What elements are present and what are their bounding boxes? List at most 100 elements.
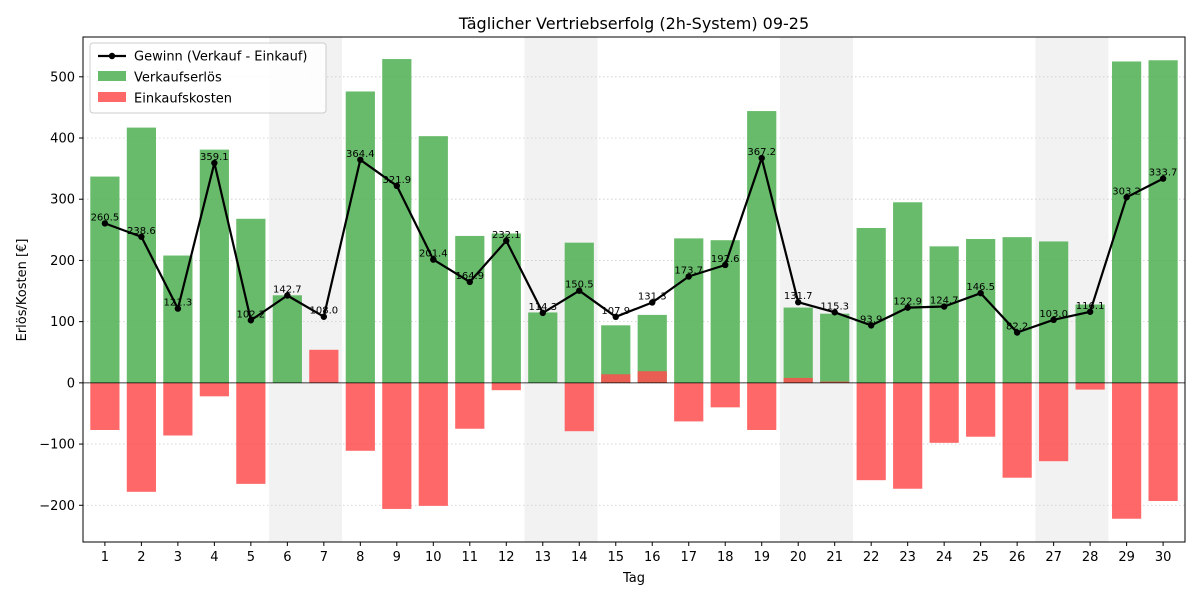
- cost-bar-7: [309, 349, 339, 383]
- profit-point-15: [612, 313, 619, 321]
- revenue-bar-25: [966, 239, 996, 383]
- profit-line: [101, 154, 1167, 336]
- profit-label-17: 173.7: [674, 266, 703, 277]
- legend-marker-profit: [108, 52, 116, 60]
- legend-label-revenue: Verkaufserlös: [134, 71, 222, 86]
- profit-point-24: [940, 303, 948, 310]
- cost-bar-26: [1002, 382, 1032, 478]
- cost-bar-1: [90, 382, 120, 430]
- cost-bar-15: [601, 374, 631, 383]
- profit-label-14: 150.5: [565, 280, 594, 291]
- revenue-bar-6: [272, 295, 302, 383]
- cost-bar-8: [345, 382, 375, 451]
- cost-bar-23: [893, 382, 923, 489]
- revenue-bar-11: [455, 235, 485, 383]
- profit-label-29: 303.2: [1112, 186, 1141, 197]
- profit-label-23: 122.9: [893, 297, 922, 308]
- legend: Gewinn (Verkauf - Einkauf) Verkaufserlös E…: [89, 42, 327, 114]
- revenue-bar-28: [1075, 304, 1105, 383]
- cost-bar-21: [820, 381, 850, 383]
- cost-bar-19: [747, 382, 777, 430]
- revenue-bar-4: [199, 149, 229, 383]
- revenue-bar-13: [528, 312, 558, 383]
- x-tick-label-26: 26: [1009, 550, 1026, 565]
- x-tick-label-3: 3: [174, 550, 182, 565]
- profit-point-1: [101, 220, 109, 227]
- y-axis-title: Erlös/Kosten [€]: [15, 239, 30, 342]
- weekend-band-21: [816, 37, 853, 542]
- profit-label-6: 142.7: [273, 284, 302, 295]
- profit-label-1: 260.5: [91, 212, 120, 223]
- weekend-band-20: [779, 37, 817, 542]
- profit-point-2: [138, 233, 145, 240]
- profit-label-27: 103.0: [1039, 309, 1068, 320]
- x-tick-label-20: 20: [790, 550, 807, 565]
- profit-label-28: 116.1: [1076, 301, 1105, 312]
- x-tick-label-27: 27: [1045, 550, 1062, 565]
- profit-label-26: 82.2: [1006, 322, 1028, 333]
- cost-bar-22: [856, 382, 886, 481]
- profit-point-22: [867, 322, 875, 329]
- cost-bar-17: [674, 382, 704, 422]
- x-axis-title: Tag: [622, 571, 645, 586]
- profit-label-18: 192.6: [711, 254, 740, 265]
- cost-bar-9: [382, 382, 412, 509]
- cost-bar-11: [455, 382, 485, 429]
- profit-point-30: [1159, 175, 1167, 182]
- cost-bar-25: [966, 382, 996, 437]
- cost-bar-30: [1148, 382, 1178, 501]
- data-labels: 260.5 238.6 121.3 359.1 102.2 142.7 108.0 364.4…: [91, 147, 1178, 332]
- profit-point-11: [466, 278, 473, 286]
- profit-point-10: [430, 256, 437, 263]
- revenue-bar-14: [564, 242, 594, 383]
- cost-bar-28: [1075, 382, 1105, 390]
- profit-point-4: [211, 159, 218, 167]
- x-tick-label-15: 15: [607, 550, 624, 565]
- legend-swatch-cost: [98, 92, 126, 102]
- weekend-band-28: [1071, 37, 1109, 542]
- x-tick-label-11: 11: [462, 550, 479, 565]
- y-tick-label--200: −200: [39, 499, 75, 514]
- x-tick-label-1: 1: [101, 550, 109, 565]
- profit-label-9: 321.9: [382, 175, 411, 186]
- revenue-bar-21: [820, 313, 850, 383]
- x-tick-label-17: 17: [680, 550, 697, 565]
- revenue-bar-17: [674, 238, 704, 383]
- revenue-bar-12: [491, 233, 521, 383]
- x-tick-label-28: 28: [1082, 550, 1099, 565]
- profit-point-7: [320, 313, 328, 320]
- revenue-bar-23: [893, 202, 923, 383]
- x-tick-label-7: 7: [320, 550, 328, 565]
- cost-bar-12: [491, 382, 521, 391]
- profit-point-3: [174, 305, 182, 312]
- y-tick-label-0: 0: [67, 376, 75, 391]
- x-tick-label-8: 8: [356, 550, 364, 565]
- profit-label-20: 131.7: [784, 291, 813, 302]
- x-tick-label-14: 14: [571, 550, 588, 565]
- profit-point-25: [977, 289, 984, 297]
- profit-label-4: 359.1: [200, 152, 229, 163]
- y-tick-label-400: 400: [50, 132, 75, 147]
- revenue-bar-1: [90, 176, 120, 383]
- x-tick-label-19: 19: [753, 550, 770, 565]
- weekend-shading: [269, 37, 1109, 542]
- profit-point-17: [685, 273, 692, 280]
- profit-point-14: [576, 287, 583, 294]
- profit-label-15: 107.9: [601, 306, 630, 317]
- legend-swatch-revenue: [98, 71, 126, 81]
- x-tick-label-23: 23: [899, 550, 916, 565]
- y-tick-label-200: 200: [50, 254, 75, 269]
- revenue-bar-5: [236, 218, 266, 383]
- profit-point-12: [503, 237, 510, 244]
- profit-label-16: 131.3: [638, 291, 667, 302]
- profit-label-22: 93.9: [860, 314, 882, 325]
- profit-label-3: 121.3: [164, 298, 193, 309]
- x-tick-label-2: 2: [137, 550, 145, 565]
- profit-polyline: [104, 157, 1164, 334]
- revenue-bar-24: [929, 246, 959, 383]
- profit-label-25: 146.5: [966, 282, 995, 293]
- profit-point-29: [1123, 194, 1130, 201]
- x-tick-label-13: 13: [535, 550, 552, 565]
- weekend-band-7: [305, 37, 343, 542]
- profit-point-18: [722, 261, 729, 269]
